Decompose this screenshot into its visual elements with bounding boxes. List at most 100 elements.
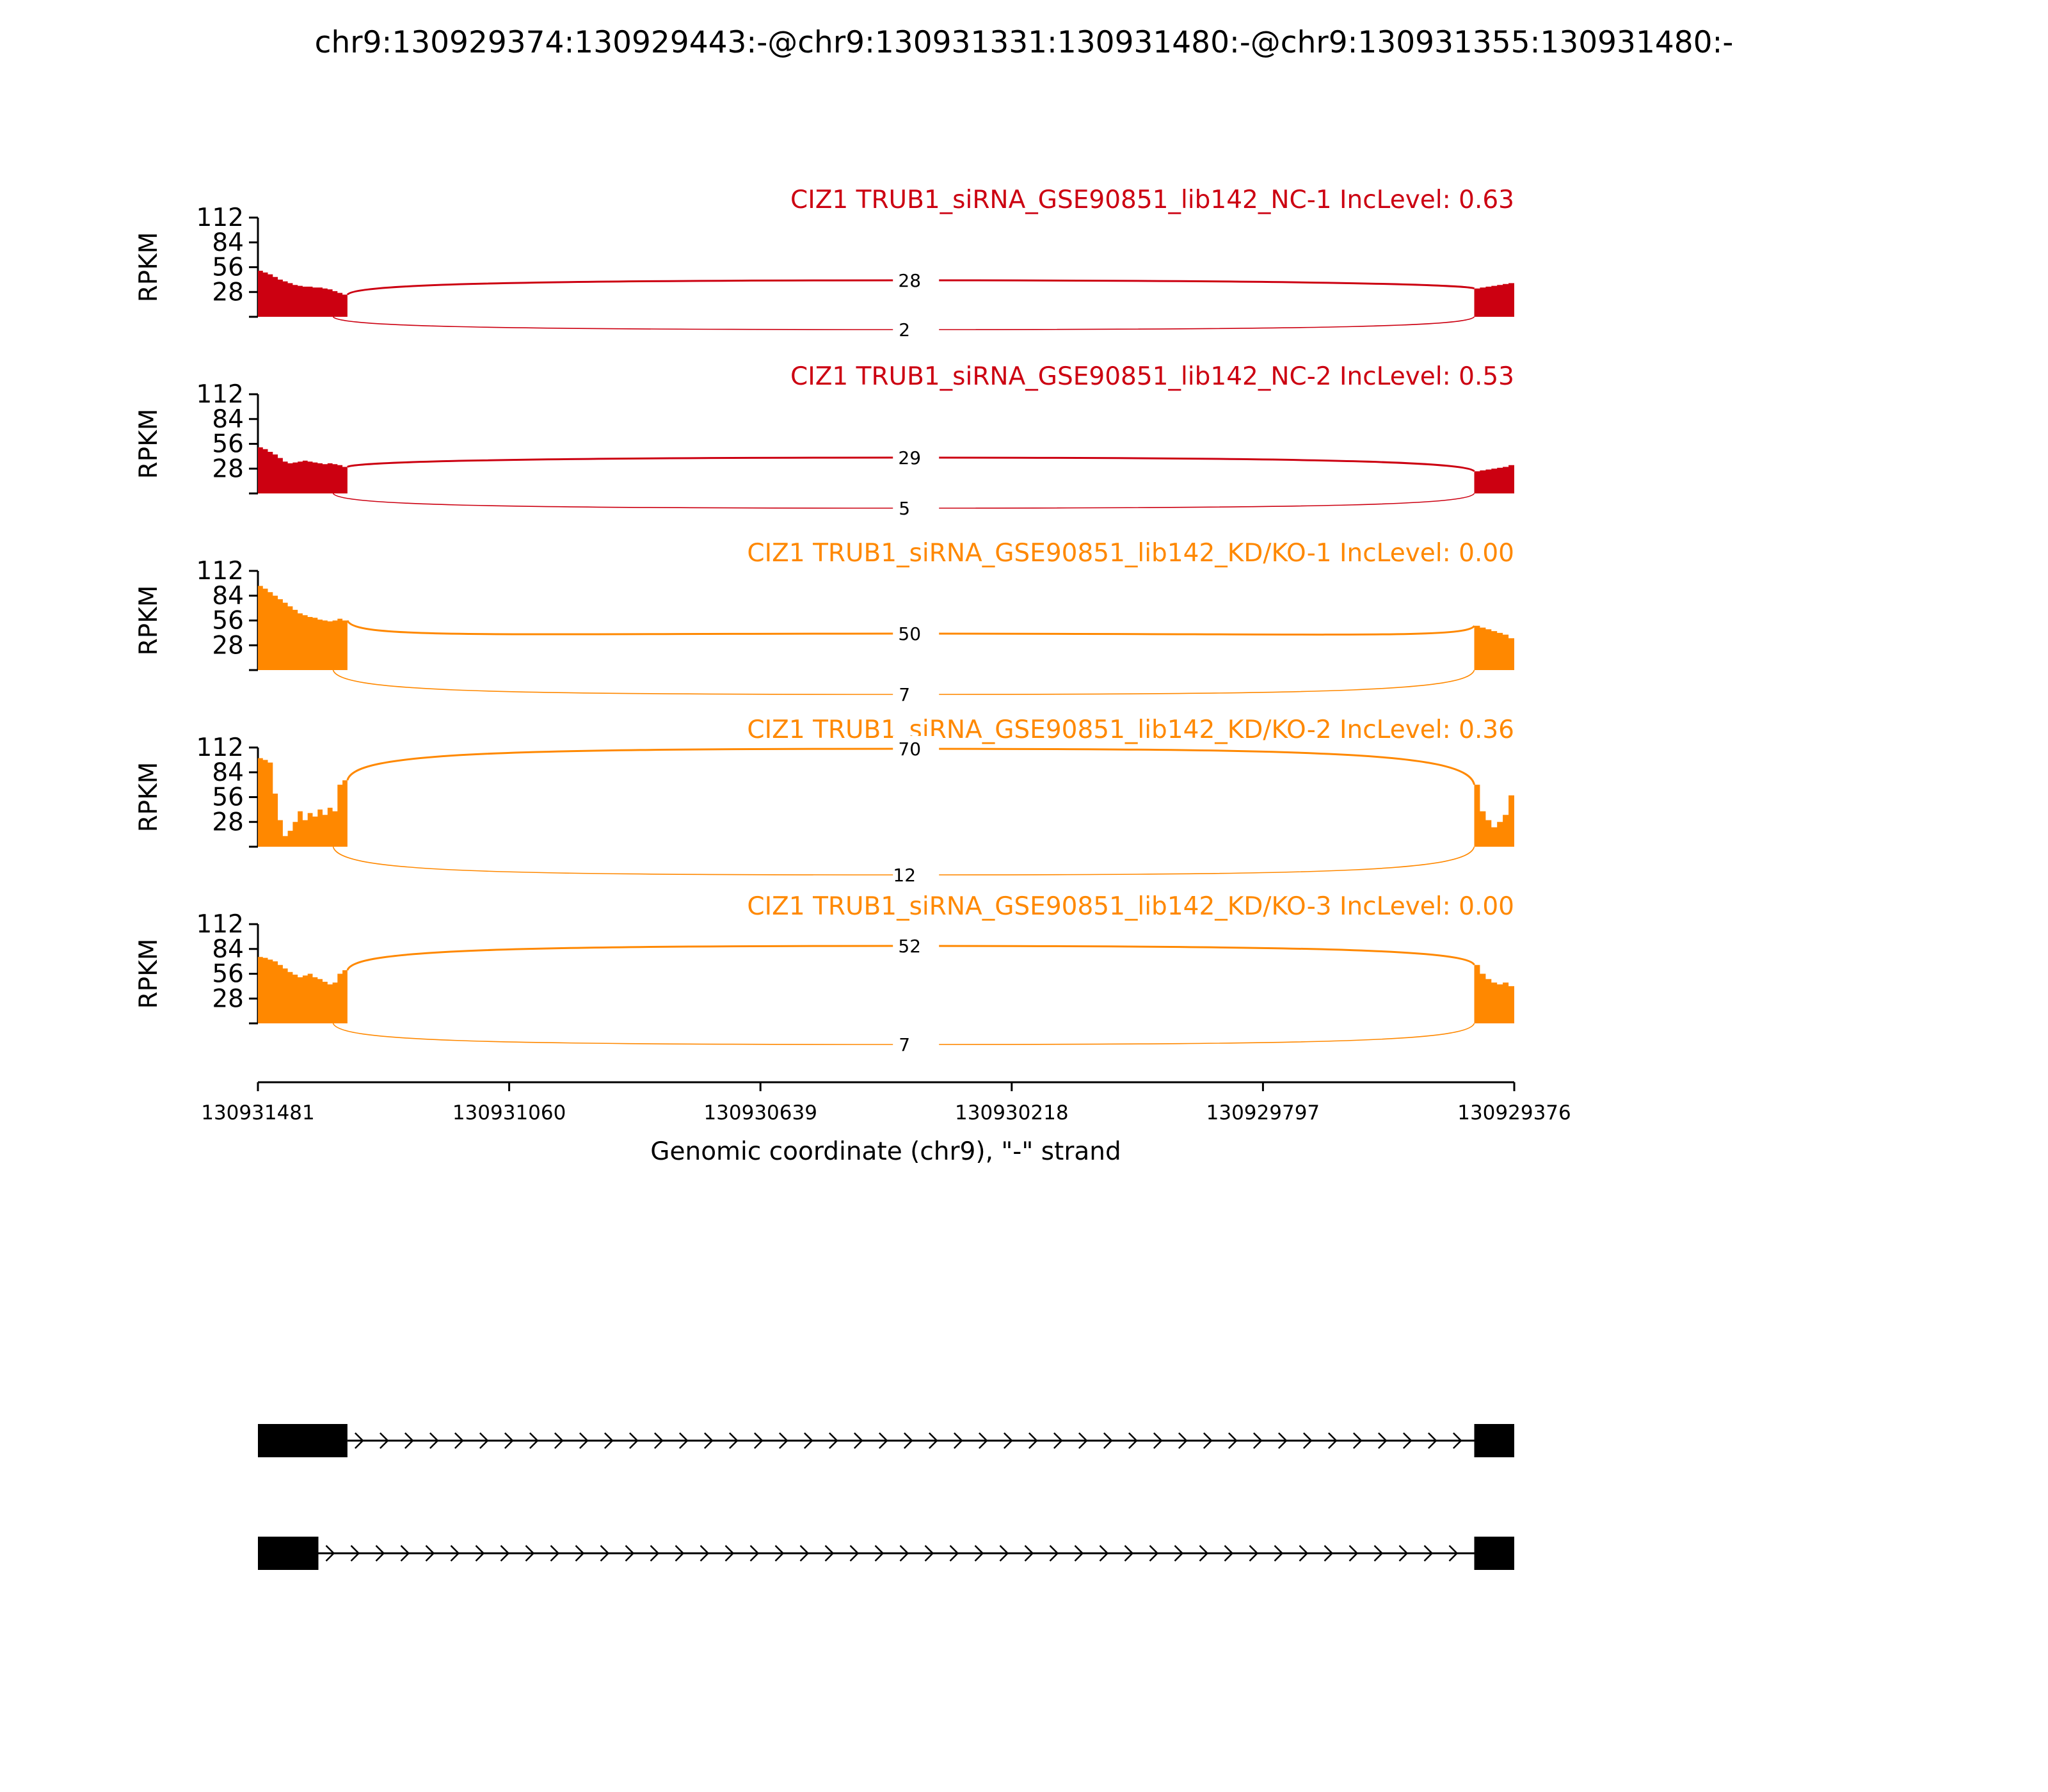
intron-chevron [1224, 1545, 1234, 1562]
x-tick-label: 130929797 [1206, 1101, 1320, 1124]
y-axis-label: RPKM [134, 586, 163, 656]
intron-chevron [1074, 1545, 1084, 1562]
x-tick-label: 130931060 [452, 1101, 566, 1124]
intron-chevron [728, 1432, 739, 1449]
intron-chevron [479, 1432, 489, 1449]
intron-chevron [928, 1432, 938, 1449]
junction-label-bg [893, 445, 940, 470]
intron-chevron [600, 1545, 610, 1562]
intron-chevron [874, 1545, 884, 1562]
intron-chevron [425, 1545, 435, 1562]
coverage-area-right-exon [1474, 785, 1514, 847]
intron-chevron [978, 1432, 988, 1449]
intron-chevron [628, 1432, 639, 1449]
intron-chevron [828, 1432, 838, 1449]
exon-block-left [258, 1424, 348, 1457]
intron-chevron [999, 1545, 1009, 1562]
intron-chevron [554, 1432, 564, 1449]
intron-chevron [1277, 1432, 1288, 1449]
intron-chevron [1149, 1545, 1159, 1562]
y-tick-label: 84 [212, 228, 244, 257]
junction-count-inclusion: 50 [898, 623, 921, 644]
gene-model-1 [258, 1424, 1514, 1457]
intron-chevron [1452, 1432, 1462, 1449]
coverage-area-left-exon [258, 957, 348, 1023]
intron-chevron [1302, 1432, 1313, 1449]
exon-block-right [1474, 1424, 1514, 1457]
intron-chevron [953, 1432, 963, 1449]
intron-chevron [325, 1545, 335, 1562]
gene-model-2 [258, 1537, 1514, 1570]
intron-chevron [1448, 1545, 1459, 1562]
intron-chevron [749, 1545, 760, 1562]
y-tick-label: 112 [196, 557, 244, 586]
intron-chevron [1249, 1545, 1259, 1562]
intron-chevron [1324, 1545, 1334, 1562]
panel-title: CIZ1 TRUB1_siRNA_GSE90851_lib142_KD/KO-1… [747, 539, 1514, 568]
intron-chevron [1252, 1432, 1263, 1449]
intron-chevron [429, 1432, 439, 1449]
y-tick-label: 84 [212, 935, 244, 964]
x-tick-label: 130930218 [955, 1101, 1069, 1124]
intron-chevron [504, 1432, 514, 1449]
x-tick-label: 130929376 [1457, 1101, 1571, 1124]
y-tick-label: 56 [212, 253, 244, 282]
intron-chevron [878, 1432, 888, 1449]
intron-chevron [1128, 1432, 1138, 1449]
intron-chevron [1274, 1545, 1284, 1562]
coverage-area-left-exon [258, 758, 348, 847]
intron-chevron [1174, 1545, 1184, 1562]
intron-chevron [1153, 1432, 1163, 1449]
y-axis-label: RPKM [134, 232, 163, 303]
figure-title: chr9:130929374:130929443:-@chr9:13093133… [315, 25, 1734, 60]
x-tick-label: 130930639 [703, 1101, 817, 1124]
y-tick-label: 84 [212, 758, 244, 787]
junction-label-bg [893, 495, 940, 521]
y-tick-label: 28 [212, 631, 244, 660]
y-axis-label: RPKM [134, 409, 163, 479]
intron-chevron [375, 1545, 385, 1562]
intron-chevron [653, 1432, 664, 1449]
intron-chevron [753, 1432, 764, 1449]
y-tick-label: 28 [212, 454, 244, 483]
y-tick-label: 28 [212, 278, 244, 307]
intron-chevron [575, 1545, 585, 1562]
intron-chevron [500, 1545, 510, 1562]
intron-chevron [724, 1545, 735, 1562]
junction-label-bg [893, 1032, 940, 1057]
junction-label-bg [893, 862, 940, 888]
intron-chevron [700, 1545, 710, 1562]
intron-chevron [350, 1545, 360, 1562]
intron-chevron [675, 1545, 685, 1562]
exon-block-left [258, 1537, 319, 1570]
intron-chevron [1099, 1545, 1109, 1562]
intron-chevron [1377, 1432, 1388, 1449]
intron-chevron [853, 1432, 863, 1449]
intron-chevron [1003, 1432, 1013, 1449]
intron-chevron [1053, 1432, 1063, 1449]
intron-chevron [525, 1545, 535, 1562]
intron-chevron [579, 1432, 589, 1449]
coverage-area-right-exon [1474, 964, 1514, 1023]
exon-block-right [1474, 1537, 1514, 1570]
junction-count-inclusion: 29 [898, 447, 921, 468]
junction-count-skipping: 12 [893, 865, 916, 886]
junction-label-bg [893, 933, 940, 959]
intron-chevron [475, 1545, 485, 1562]
intron-chevron [1299, 1545, 1309, 1562]
intron-chevron [799, 1545, 810, 1562]
intron-chevron [454, 1432, 464, 1449]
intron-chevron [450, 1545, 460, 1562]
intron-chevron [404, 1432, 414, 1449]
intron-chevron [903, 1432, 913, 1449]
intron-chevron [1078, 1432, 1088, 1449]
y-tick-label: 112 [196, 910, 244, 939]
junction-label-bg [893, 268, 940, 293]
intron-chevron [849, 1545, 860, 1562]
intron-chevron [1024, 1545, 1034, 1562]
y-tick-label: 84 [212, 582, 244, 611]
gene-model-tracks [258, 1424, 1514, 1570]
